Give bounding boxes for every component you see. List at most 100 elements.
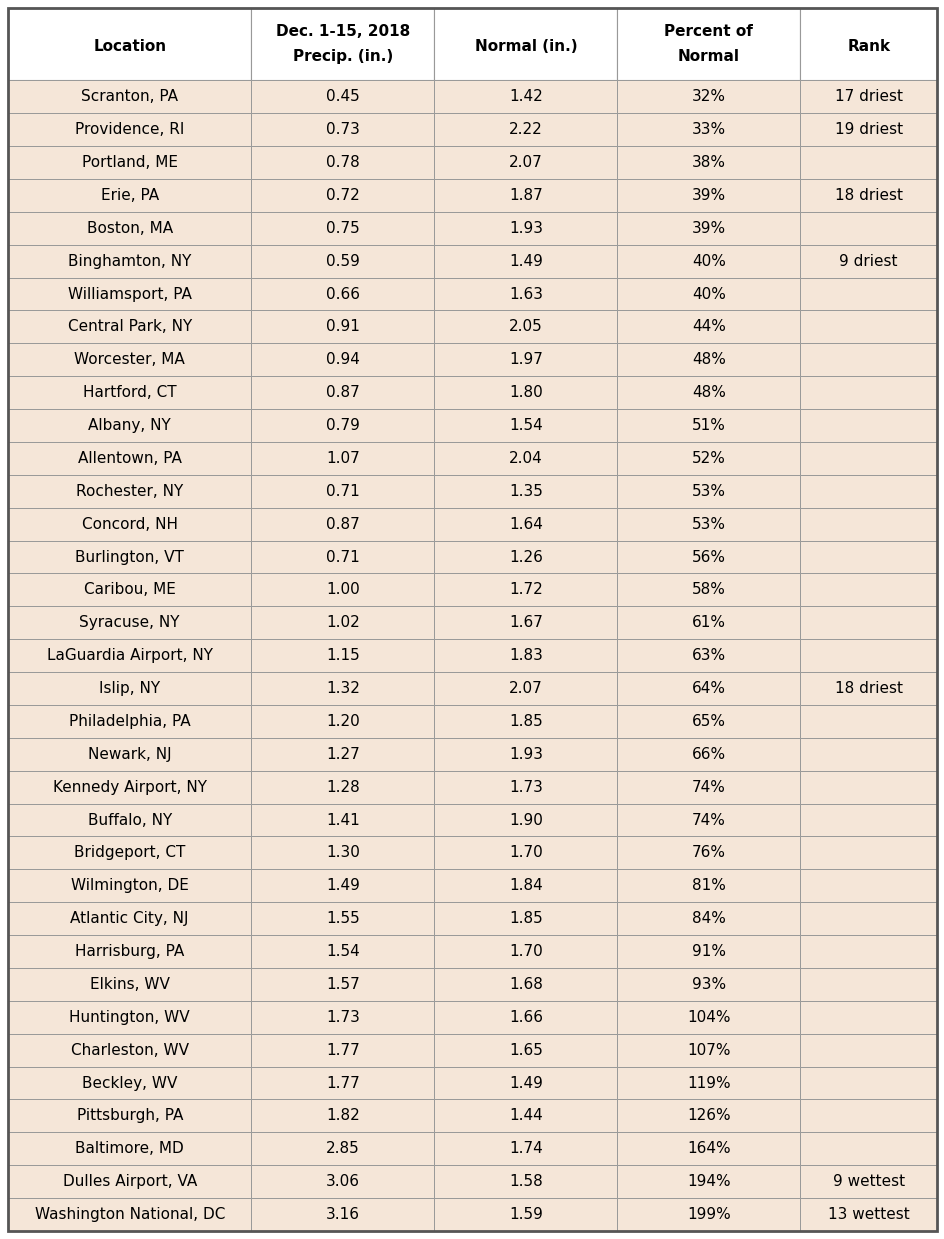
Text: Dulles Airport, VA: Dulles Airport, VA	[62, 1175, 196, 1189]
Text: Baltimore, MD: Baltimore, MD	[76, 1141, 184, 1156]
Bar	[434, 508, 616, 540]
Text: 1.73: 1.73	[509, 779, 542, 794]
Bar	[251, 639, 434, 672]
Text: Elkins, WV: Elkins, WV	[90, 976, 170, 992]
Bar	[251, 935, 434, 968]
Bar	[616, 1067, 800, 1099]
Bar	[251, 81, 434, 113]
Text: 0.78: 0.78	[326, 155, 360, 170]
Text: 1.77: 1.77	[326, 1043, 360, 1058]
Bar	[8, 870, 251, 902]
Text: Bridgeport, CT: Bridgeport, CT	[74, 845, 185, 860]
Text: 0.71: 0.71	[326, 483, 360, 499]
Bar	[800, 540, 936, 574]
Bar	[8, 540, 251, 574]
Text: 3.16: 3.16	[326, 1207, 360, 1222]
Bar	[800, 343, 936, 377]
Text: 1.70: 1.70	[509, 944, 542, 959]
Bar	[434, 935, 616, 968]
Bar	[8, 409, 251, 442]
Bar	[434, 178, 616, 212]
Bar	[800, 705, 936, 738]
Text: 1.30: 1.30	[326, 845, 360, 860]
Bar	[8, 508, 251, 540]
Bar	[251, 1001, 434, 1033]
Bar	[8, 442, 251, 475]
Text: 33%: 33%	[691, 123, 725, 138]
Bar	[434, 672, 616, 705]
Text: 39%: 39%	[691, 221, 725, 235]
Text: 1.44: 1.44	[509, 1109, 542, 1124]
Bar	[800, 377, 936, 409]
Bar	[434, 639, 616, 672]
Bar	[251, 836, 434, 870]
Text: Williamsport, PA: Williamsport, PA	[68, 286, 192, 301]
Text: 0.87: 0.87	[326, 385, 360, 400]
Text: Pittsburgh, PA: Pittsburgh, PA	[76, 1109, 183, 1124]
Text: 1.67: 1.67	[509, 616, 542, 631]
Text: 61%: 61%	[691, 616, 725, 631]
Text: Albany, NY: Albany, NY	[88, 418, 171, 432]
Text: Huntington, WV: Huntington, WV	[69, 1010, 190, 1025]
Text: 13 wettest: 13 wettest	[827, 1207, 909, 1222]
Bar	[800, 475, 936, 508]
Bar	[434, 738, 616, 771]
Bar	[800, 1132, 936, 1165]
Text: 2.04: 2.04	[509, 451, 542, 466]
Text: 1.84: 1.84	[509, 878, 542, 893]
Text: Erie, PA: Erie, PA	[100, 188, 159, 203]
Text: Location: Location	[93, 40, 166, 55]
Text: 58%: 58%	[691, 582, 725, 597]
Bar	[616, 1001, 800, 1033]
Bar	[251, 902, 434, 935]
Text: Hartford, CT: Hartford, CT	[83, 385, 177, 400]
Bar	[434, 606, 616, 639]
Bar	[251, 311, 434, 343]
Text: 1.63: 1.63	[509, 286, 543, 301]
Bar	[434, 705, 616, 738]
Text: 1.83: 1.83	[509, 648, 542, 663]
Text: Worcester, MA: Worcester, MA	[75, 352, 185, 367]
Bar	[251, 540, 434, 574]
Bar	[800, 1033, 936, 1067]
Text: 0.73: 0.73	[326, 123, 360, 138]
Bar	[800, 1198, 936, 1232]
Bar	[434, 7, 616, 81]
Text: 18 driest: 18 driest	[834, 681, 902, 696]
Bar	[616, 639, 800, 672]
Text: 2.07: 2.07	[509, 681, 542, 696]
Text: 1.73: 1.73	[326, 1010, 360, 1025]
Text: 9 wettest: 9 wettest	[832, 1175, 903, 1189]
Bar	[800, 81, 936, 113]
Bar	[800, 639, 936, 672]
Bar	[8, 278, 251, 311]
Bar	[8, 738, 251, 771]
Bar	[434, 409, 616, 442]
Bar	[800, 672, 936, 705]
Text: 0.72: 0.72	[326, 188, 360, 203]
Bar	[251, 1067, 434, 1099]
Text: 0.71: 0.71	[326, 550, 360, 565]
Bar	[616, 705, 800, 738]
Bar	[800, 178, 936, 212]
Text: 194%: 194%	[686, 1175, 730, 1189]
Bar	[434, 81, 616, 113]
Bar	[8, 1067, 251, 1099]
Text: Harrisburg, PA: Harrisburg, PA	[75, 944, 184, 959]
Bar	[251, 442, 434, 475]
Bar	[616, 574, 800, 606]
Text: 1.54: 1.54	[509, 418, 542, 432]
Text: 2.07: 2.07	[509, 155, 542, 170]
Text: 1.64: 1.64	[509, 517, 542, 532]
Text: Dec. 1-15, 2018: Dec. 1-15, 2018	[276, 25, 410, 40]
Text: Caribou, ME: Caribou, ME	[84, 582, 176, 597]
Text: 52%: 52%	[691, 451, 725, 466]
Text: 1.28: 1.28	[326, 779, 360, 794]
Bar	[616, 968, 800, 1001]
Bar	[800, 738, 936, 771]
Text: 1.32: 1.32	[326, 681, 360, 696]
Text: 2.05: 2.05	[509, 320, 542, 335]
Bar	[434, 1099, 616, 1132]
Bar	[251, 113, 434, 146]
Text: 44%: 44%	[691, 320, 725, 335]
